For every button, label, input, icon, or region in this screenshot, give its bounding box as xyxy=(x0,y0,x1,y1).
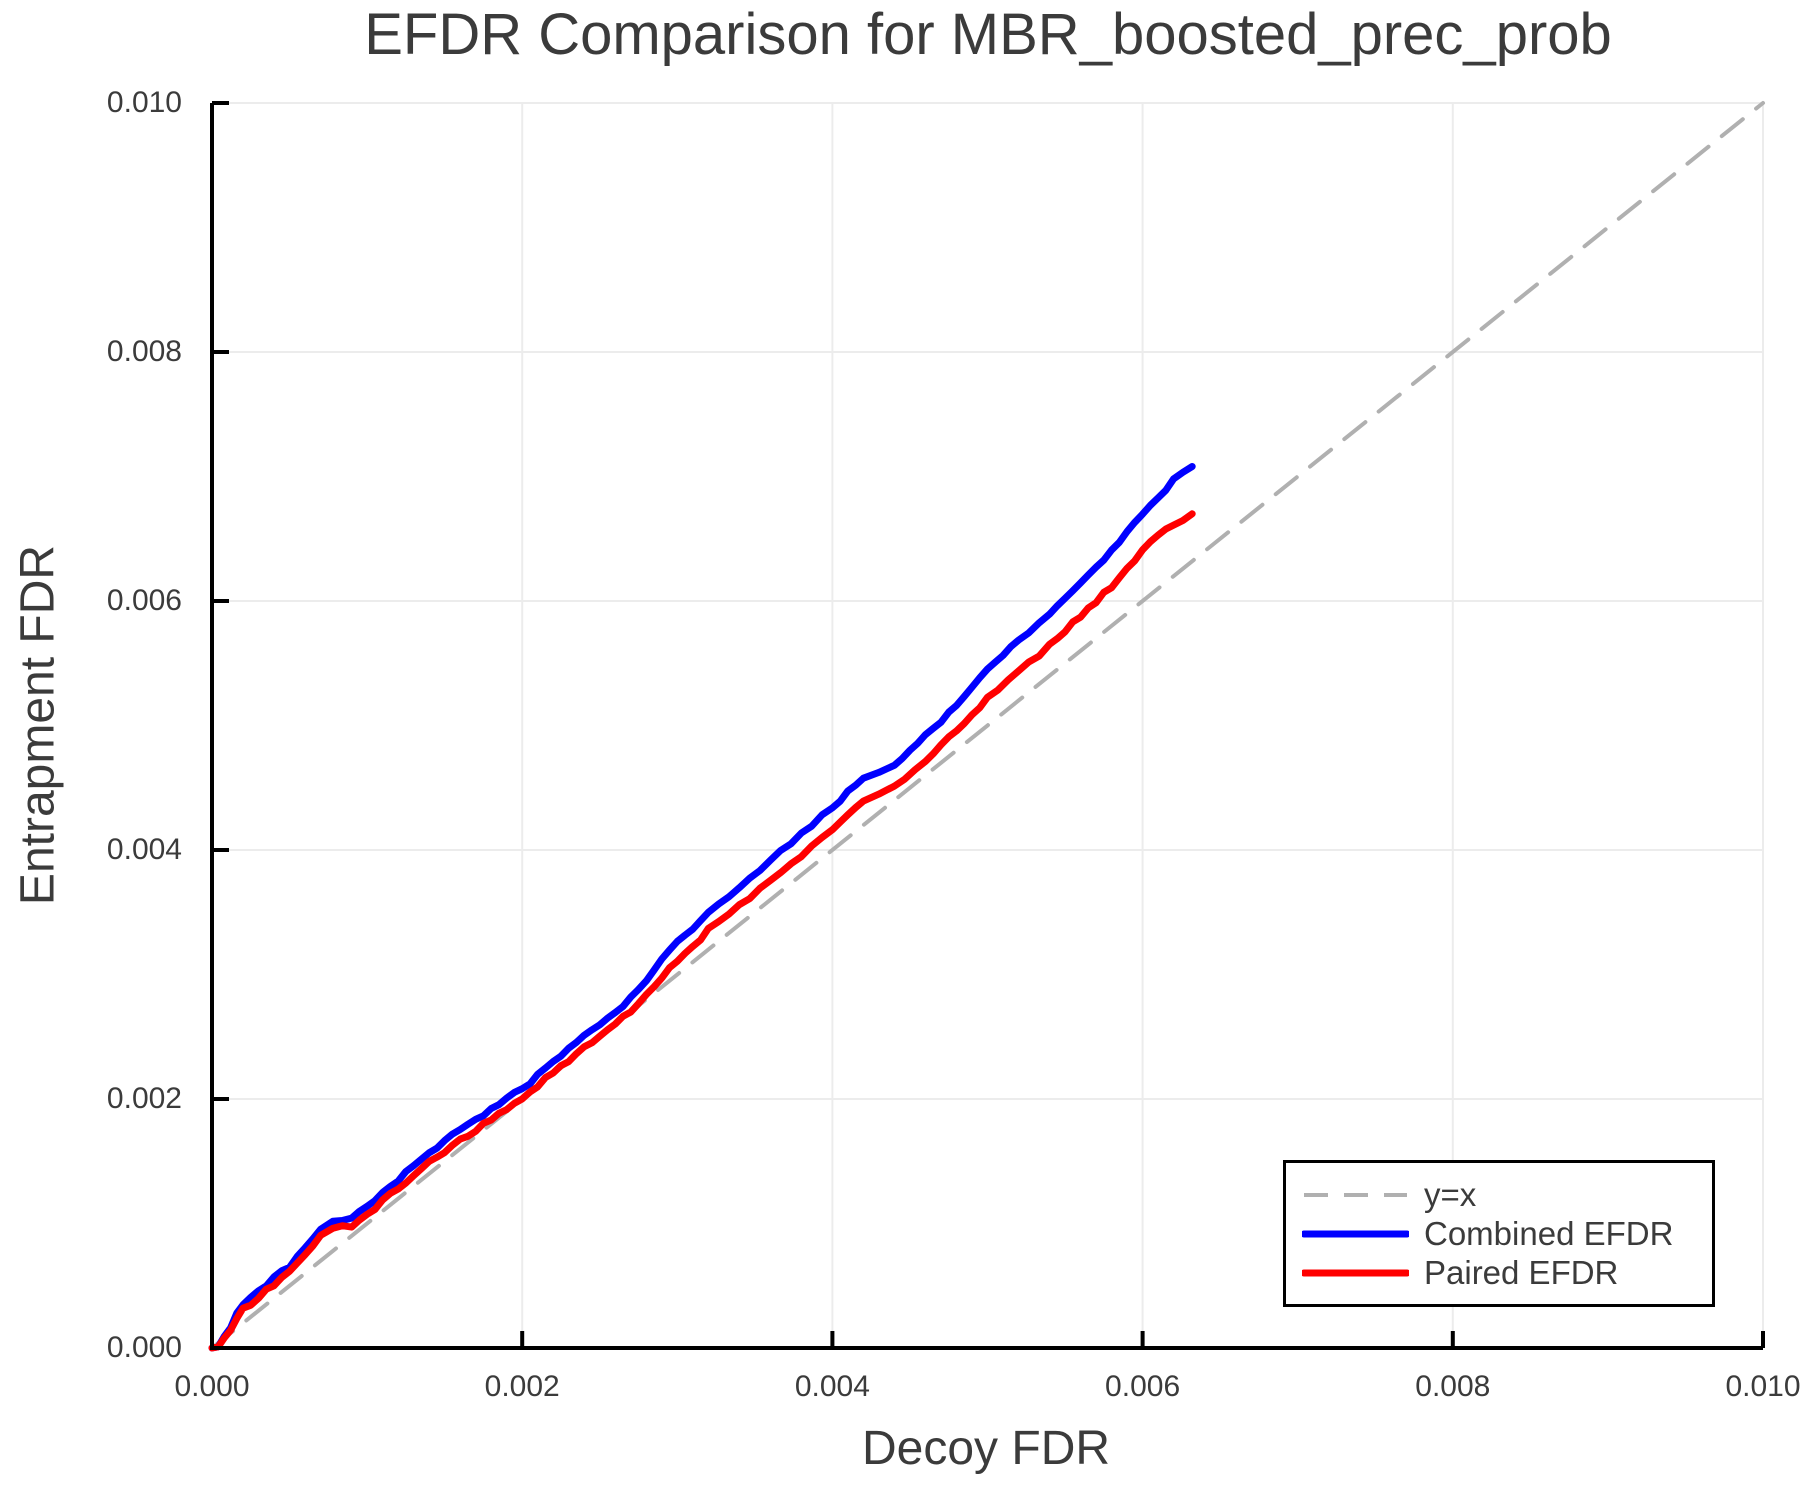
legend-label-combined-efdr: Combined EFDR xyxy=(1424,1215,1674,1252)
y-tick-label: 0.000 xyxy=(106,1331,182,1364)
identity-line-swatch xyxy=(1304,1192,1407,1197)
y-tick-label: 0.008 xyxy=(106,335,182,368)
paired-efdr-line-swatch xyxy=(1302,1269,1409,1276)
x-axis-label: Decoy FDR xyxy=(861,1422,1111,1475)
x-tick-label: 0.000 xyxy=(174,1370,250,1403)
legend-item-combined-efdr: Combined EFDR xyxy=(1302,1215,1712,1253)
x-tick-label: 0.008 xyxy=(1415,1370,1491,1403)
x-tick-label: 0.006 xyxy=(1105,1370,1181,1403)
combined-efdr-line-swatch xyxy=(1302,1230,1409,1237)
chart-title: EFDR Comparison for MBR_boosted_prec_pro… xyxy=(364,2,1612,67)
y-tick-label: 0.002 xyxy=(106,1082,182,1115)
legend: y=x Combined EFDR Paired EFDR xyxy=(1283,1160,1715,1307)
legend-label-identity: y=x xyxy=(1424,1176,1477,1213)
legend-item-paired-efdr: Paired EFDR xyxy=(1302,1254,1712,1292)
legend-item-identity: y=x xyxy=(1302,1176,1712,1214)
y-tick-label: 0.010 xyxy=(106,86,182,119)
x-tick-label: 0.010 xyxy=(1725,1370,1800,1403)
legend-label-paired-efdr: Paired EFDR xyxy=(1424,1254,1619,1291)
x-tick-label: 0.002 xyxy=(484,1370,560,1403)
x-tick-label: 0.004 xyxy=(794,1370,870,1403)
y-tick-label: 0.006 xyxy=(106,584,182,617)
y-tick-label: 0.004 xyxy=(106,833,182,866)
